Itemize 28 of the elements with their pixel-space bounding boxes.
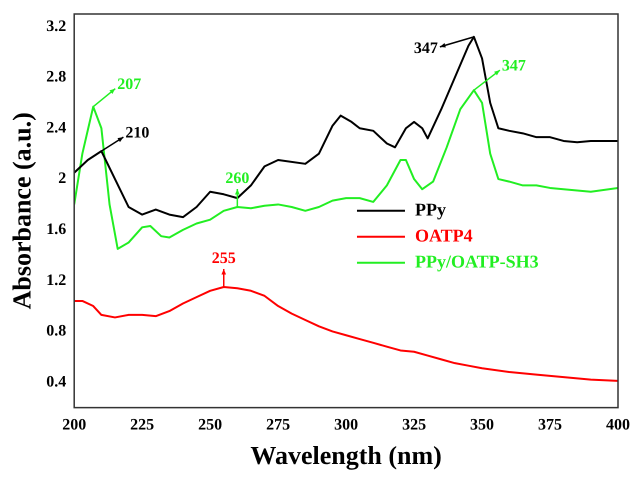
- y-tick-label: 1.2: [46, 272, 66, 289]
- y-tick-label: 2.4: [46, 119, 66, 136]
- annotation: 347: [502, 57, 526, 74]
- x-tick-label: 250: [198, 416, 222, 434]
- y-tick-label: 2.8: [46, 68, 66, 86]
- x-axis-title: Wavelength (nm): [250, 441, 442, 470]
- x-tick-label: 400: [606, 416, 630, 434]
- y-tick-label: 0.8: [46, 322, 66, 340]
- x-tick-label: 375: [538, 416, 562, 434]
- annotation: 255: [212, 250, 236, 268]
- y-tick-label: 3.2: [46, 18, 66, 35]
- annotation: 207: [117, 76, 142, 93]
- x-tick-label: 275: [266, 416, 290, 434]
- x-tick-label: 225: [130, 416, 154, 434]
- y-axis-title: Absorbance (a.u.): [7, 112, 36, 310]
- legend-label: OATP4: [414, 225, 473, 246]
- annotation: 347: [414, 40, 438, 57]
- legend-label: PPy/OATP-SH3: [414, 251, 539, 272]
- y-tick-label: 1.6: [46, 220, 66, 238]
- x-tick-label: 300: [334, 416, 358, 434]
- x-tick-label: 350: [470, 416, 494, 434]
- y-tick-label: 2: [58, 170, 66, 188]
- annotation: 210: [125, 124, 150, 142]
- annotation: 260: [225, 170, 250, 188]
- x-tick-label: 325: [402, 416, 426, 434]
- y-tick-label: 0.4: [46, 373, 66, 390]
- x-tick-label: 200: [62, 416, 86, 434]
- legend-label: PPy: [414, 199, 446, 220]
